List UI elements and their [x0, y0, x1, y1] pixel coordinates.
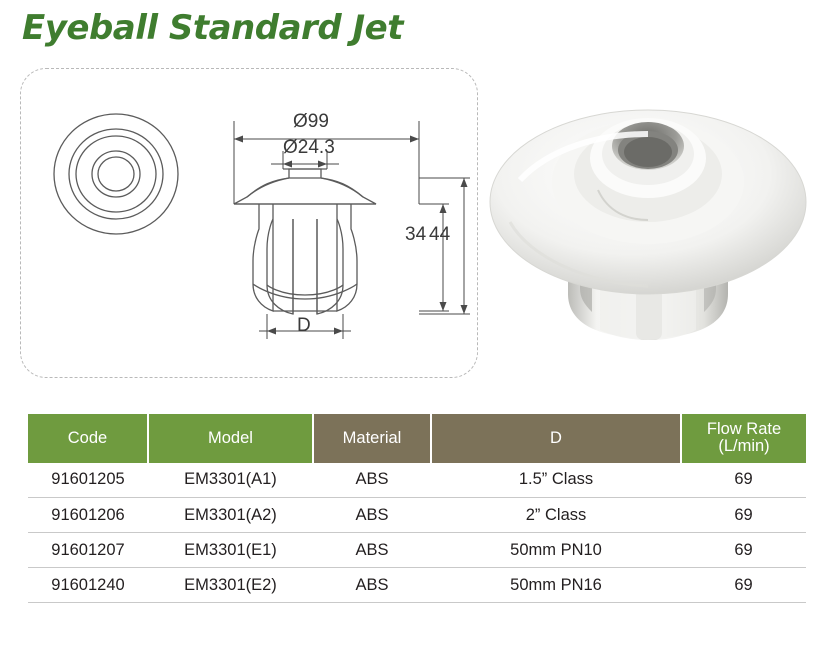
- column-header-flow-rate-line1: Flow Rate: [706, 420, 782, 438]
- cell-d: 50mm PN16: [431, 567, 681, 604]
- cell-material: ABS: [313, 462, 431, 499]
- spec-table: Code Model Material D Flow Rate (L/min) …: [28, 414, 806, 604]
- product-photo-illustration: [489, 109, 807, 340]
- cell-flow: 69: [681, 462, 806, 499]
- table-row: 91601205 EM3301(A1) ABS 1.5” Class 69: [28, 462, 806, 499]
- column-header-d: D: [431, 414, 682, 463]
- cell-model: EM3301(A2): [148, 497, 313, 534]
- dimension-inner-diameter: Ø24.3: [283, 137, 335, 158]
- table-header-row: Code Model Material D Flow Rate (L/min): [28, 414, 806, 463]
- dimension-height-44: 44: [429, 224, 451, 245]
- page-title: Eyeball Standard Jet: [22, 8, 403, 48]
- cell-flow: 69: [681, 497, 806, 534]
- cell-flow: 69: [681, 532, 806, 569]
- column-header-model: Model: [148, 414, 314, 463]
- cell-code: 91601240: [28, 567, 148, 604]
- technical-drawing: [53, 113, 470, 339]
- column-header-material: Material: [313, 414, 432, 463]
- cell-d: 50mm PN10: [431, 532, 681, 569]
- cell-flow: 69: [681, 567, 806, 604]
- drawing-panel: Ø99 Ø24.3 34 44 D: [20, 68, 478, 378]
- product-photo: [480, 62, 820, 382]
- cell-model: EM3301(A1): [148, 462, 313, 499]
- cell-d: 2” Class: [431, 497, 681, 534]
- table-row: 91601206 EM3301(A2) ABS 2” Class 69: [28, 497, 806, 534]
- cell-code: 91601207: [28, 532, 148, 569]
- dimension-height-34: 34: [405, 224, 427, 245]
- cell-model: EM3301(E2): [148, 567, 313, 604]
- cell-material: ABS: [313, 532, 431, 569]
- cell-code: 91601205: [28, 462, 148, 499]
- dimension-outer-diameter: Ø99: [293, 111, 329, 132]
- cell-model: EM3301(E1): [148, 532, 313, 569]
- column-header-flow-rate-line2: (L/min): [718, 437, 770, 456]
- spec-table-wrapper: Code Model Material D Flow Rate (L/min) …: [28, 414, 806, 604]
- table-row: 91601240 EM3301(E2) ABS 50mm PN16 69: [28, 567, 806, 604]
- cell-d: 1.5” Class: [431, 462, 681, 499]
- column-header-flow-rate: Flow Rate (L/min): [681, 414, 806, 463]
- cell-code: 91601206: [28, 497, 148, 534]
- table-row: 91601207 EM3301(E1) ABS 50mm PN10 69: [28, 532, 806, 569]
- cell-material: ABS: [313, 497, 431, 534]
- table-body: 91601205 EM3301(A1) ABS 1.5” Class 69 91…: [28, 462, 806, 604]
- dimension-d: D: [297, 315, 311, 336]
- column-header-code: Code: [28, 414, 149, 463]
- cell-material: ABS: [313, 567, 431, 604]
